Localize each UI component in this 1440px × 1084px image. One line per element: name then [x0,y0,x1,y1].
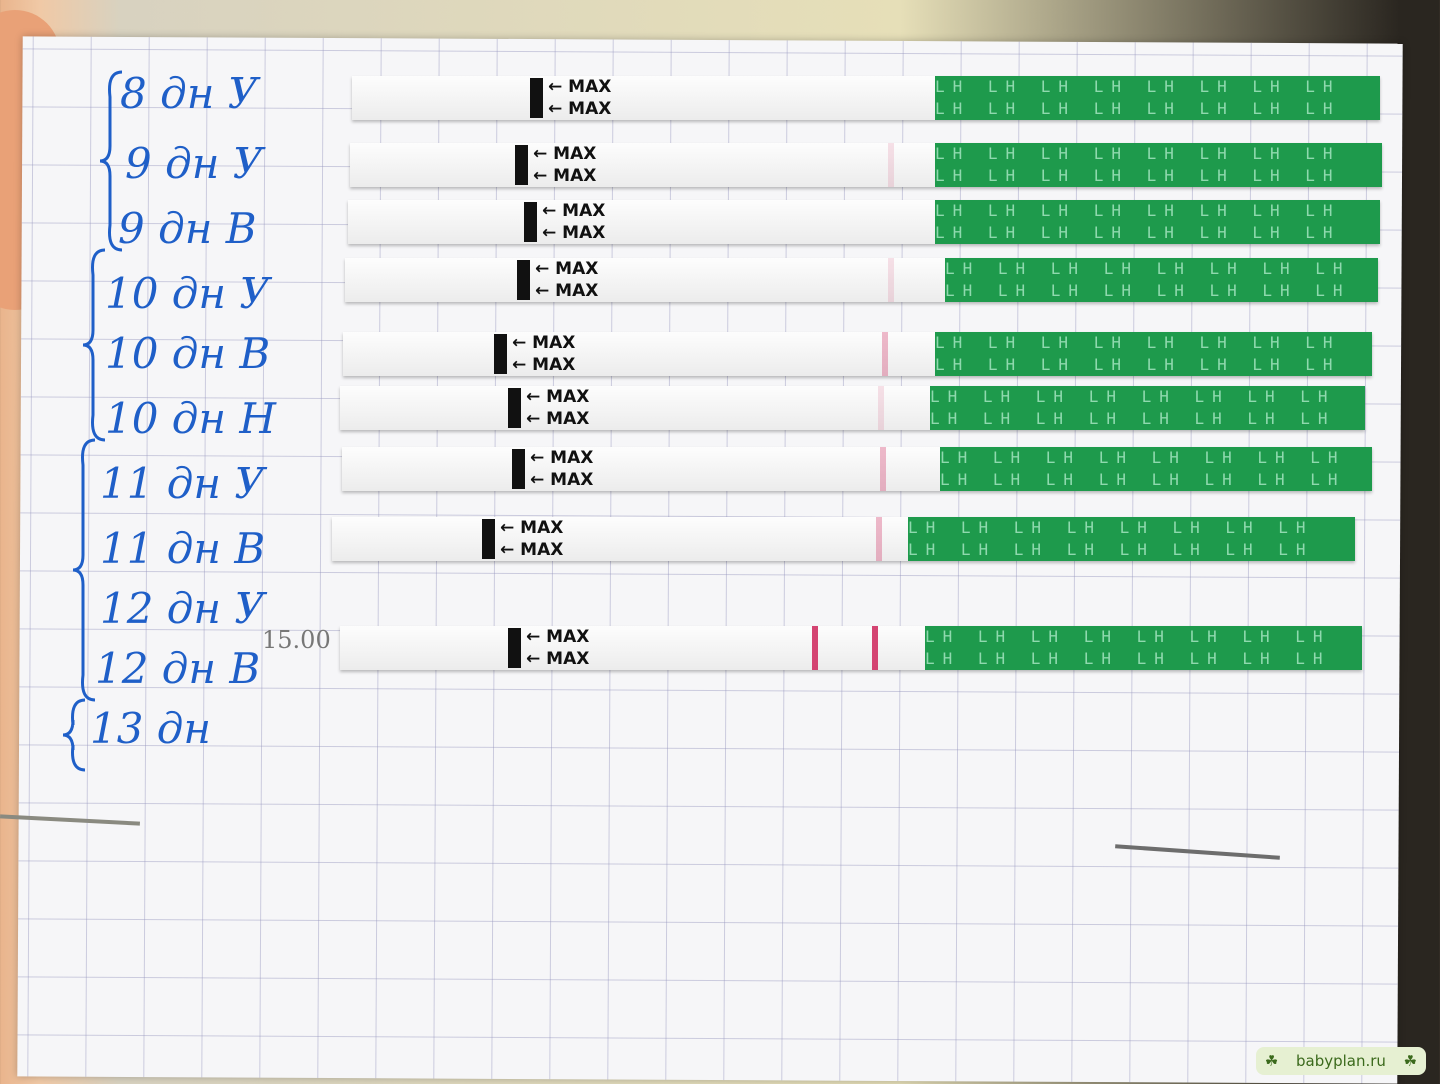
max-marker [508,628,521,668]
ovulation-test-strip: ← MAX ← MAX LH LH LH LH LH LH LH LH LH LH … [332,517,1355,561]
day-label: 10 дн В [105,329,271,378]
brace [72,438,96,702]
max-label: ← MAX [512,355,576,375]
max-label: ← MAX [533,144,597,164]
max-label: ← MAX [535,259,599,279]
max-marker [530,78,543,118]
lh-print: LH LH LH LH LH LH LH LH LH LH LH LH LH L… [935,76,1380,120]
time-note: 15.00 [262,626,331,654]
max-marker [482,519,495,559]
max-label: ← MAX [533,166,597,186]
lh-print: LH LH LH LH LH LH LH LH LH LH LH LH LH L… [925,626,1362,670]
day-label: 10 дн Н [105,394,277,443]
max-label: ← MAX [512,333,576,353]
clover-icon: ☘ [1264,1052,1279,1070]
ovulation-test-strip: ← MAX ← MAX LH LH LH LH LH LH LH LH LH LH … [348,200,1380,244]
max-label: ← MAX [542,201,606,221]
brace [99,70,123,252]
max-label: ← MAX [535,281,599,301]
clover-icon: ☘ [1403,1052,1418,1070]
day-label: 11 дн У [100,459,265,508]
day-label: 13 дн [90,704,212,753]
max-marker [494,334,507,374]
ovulation-test-strip: ← MAX ← MAX LH LH LH LH LH LH LH LH LH LH … [342,447,1372,491]
day-label: 8 дн У [120,69,259,118]
max-marker [517,260,530,300]
day-label: 12 дн У [100,584,265,633]
test-line [872,626,878,670]
brace [62,698,86,772]
brace [82,248,106,442]
day-label: 9 дн В [118,204,257,253]
lh-print: LH LH LH LH LH LH LH LH LH LH LH LH LH L… [930,386,1365,430]
max-label: ← MAX [526,627,590,647]
lh-print: LH LH LH LH LH LH LH LH LH LH LH LH LH L… [908,517,1355,561]
test-line [876,517,882,561]
day-label: 12 дн В [95,644,261,693]
watermark: ☘ babyplan.ru ☘ [1256,1047,1426,1075]
max-marker [524,202,537,242]
ovulation-test-strip: ← MAX ← MAX LH LH LH LH LH LH LH LH LH LH … [345,258,1378,302]
max-marker [508,388,521,428]
ovulation-test-strip: ← MAX ← MAX LH LH LH LH LH LH LH LH LH LH … [340,386,1365,430]
ovulation-test-strip: ← MAX ← MAX LH LH LH LH LH LH LH LH LH LH … [340,626,1362,670]
test-line [882,332,888,376]
ovulation-test-strip: ← MAX ← MAX LH LH LH LH LH LH LH LH LH LH … [350,143,1382,187]
lh-print: LH LH LH LH LH LH LH LH LH LH LH LH LH L… [935,200,1380,244]
day-label: 10 дн У [105,269,270,318]
day-label: 11 дн В [100,524,266,573]
ovulation-test-strip: ← MAX ← MAX LH LH LH LH LH LH LH LH LH LH … [343,332,1372,376]
test-line [880,447,886,491]
day-label: 9 дн У [125,139,264,188]
lh-print: LH LH LH LH LH LH LH LH LH LH LH LH LH L… [945,258,1378,302]
max-marker [512,449,525,489]
lh-print: LH LH LH LH LH LH LH LH LH LH LH LH LH L… [935,143,1382,187]
max-label: ← MAX [542,223,606,243]
lh-print: LH LH LH LH LH LH LH LH LH LH LH LH LH L… [940,447,1372,491]
max-label: ← MAX [526,649,590,669]
ovulation-test-strip: ← MAX ← MAX LH LH LH LH LH LH LH LH LH LH … [352,76,1380,120]
max-label: ← MAX [526,409,590,429]
braces [62,70,123,772]
control-line [812,626,818,670]
test-line [878,386,884,430]
max-label: ← MAX [530,448,594,468]
max-label: ← MAX [526,387,590,407]
lh-print: LH LH LH LH LH LH LH LH LH LH LH LH LH L… [935,332,1372,376]
test-line [888,258,894,302]
max-label: ← MAX [548,77,612,97]
max-label: ← MAX [500,518,564,538]
watermark-text: babyplan.ru [1296,1052,1386,1070]
max-label: ← MAX [500,540,564,560]
test-line [888,143,894,187]
max-label: ← MAX [548,99,612,119]
max-marker [515,145,528,185]
max-label: ← MAX [530,470,594,490]
